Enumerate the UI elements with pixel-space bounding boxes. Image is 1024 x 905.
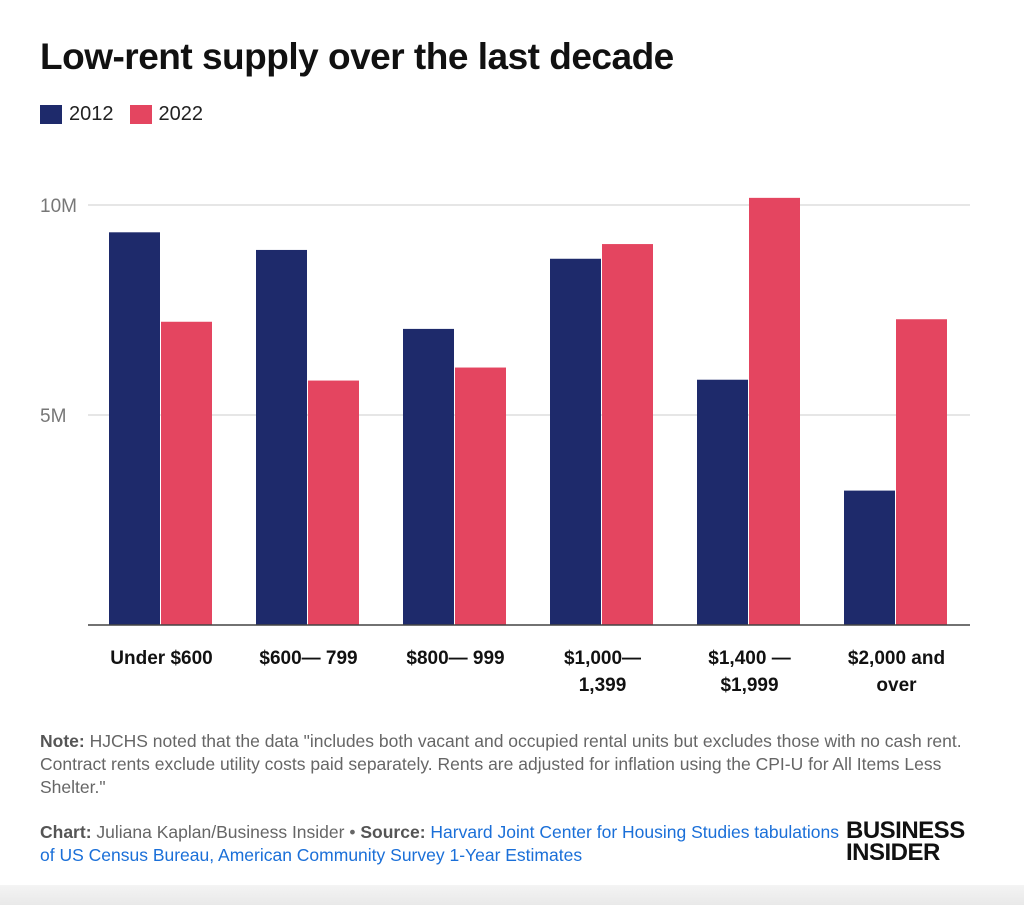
x-tick-label: $800— 999 [406,648,504,669]
bar-2012 [256,249,307,625]
chart-credit-text: Juliana Kaplan/Business Insider [96,822,345,842]
logo-line-2: INSIDER [846,839,940,866]
bar-2012 [844,490,895,625]
bar-2012 [697,379,748,625]
bar-2022 [896,319,947,625]
bottom-bar [0,885,1024,905]
x-tick-label: $1,000— [564,648,641,669]
chart-title: Low-rent supply over the last decade [40,36,674,77]
business-insider-logo: BUSINESS INSIDER [846,817,971,866]
source-link[interactable]: Harvard Joint Center for Housing Studies… [40,822,839,865]
source-label: Source: [360,822,426,842]
x-tick-label: $1,400 — [708,648,790,669]
bar-chart: 10M 5M Under $600 $600— 799 $800— 999 $1,000—… [40,196,970,696]
x-tick-label: $600— 799 [259,648,357,669]
legend-item-2022: 2022 [129,103,204,126]
x-tick-label: Under $600 [110,648,212,669]
chart-credit-label: Chart: [40,822,92,842]
bar-2022 [602,244,653,625]
legend-swatch-2022 [129,105,152,124]
note-label: Note: [40,731,85,751]
legend: 2012 2022 [40,103,219,126]
legend-item-2012: 2012 [40,103,114,126]
bar-2012 [403,328,454,625]
legend-swatch-2012 [40,105,62,124]
credit-separator: • [349,822,356,842]
legend-label-2022: 2022 [158,103,204,125]
bar-2012 [109,232,160,626]
note-text: HJCHS noted that the data "includes both… [40,731,962,797]
bar-2022 [749,197,800,626]
bar-2022 [308,380,359,625]
y-tick-label: 5M [40,406,66,427]
x-tick-label: 1,399 [579,675,627,696]
x-tick-label: over [876,675,917,696]
y-tick-label: 10M [40,196,77,217]
bar-2012 [550,258,601,625]
x-tick-label: $2,000 and [848,648,945,669]
legend-label-2012: 2012 [69,103,114,125]
logo-line-1: BUSINESS [846,817,965,844]
bar-2022 [161,321,212,625]
x-tick-label: $1,999 [720,675,778,696]
chart-credits: Chart: Juliana Kaplan/Business Insider •… [40,821,850,867]
bar-2022 [455,367,506,625]
chart-note: Note: HJCHS noted that the data "include… [40,730,980,799]
